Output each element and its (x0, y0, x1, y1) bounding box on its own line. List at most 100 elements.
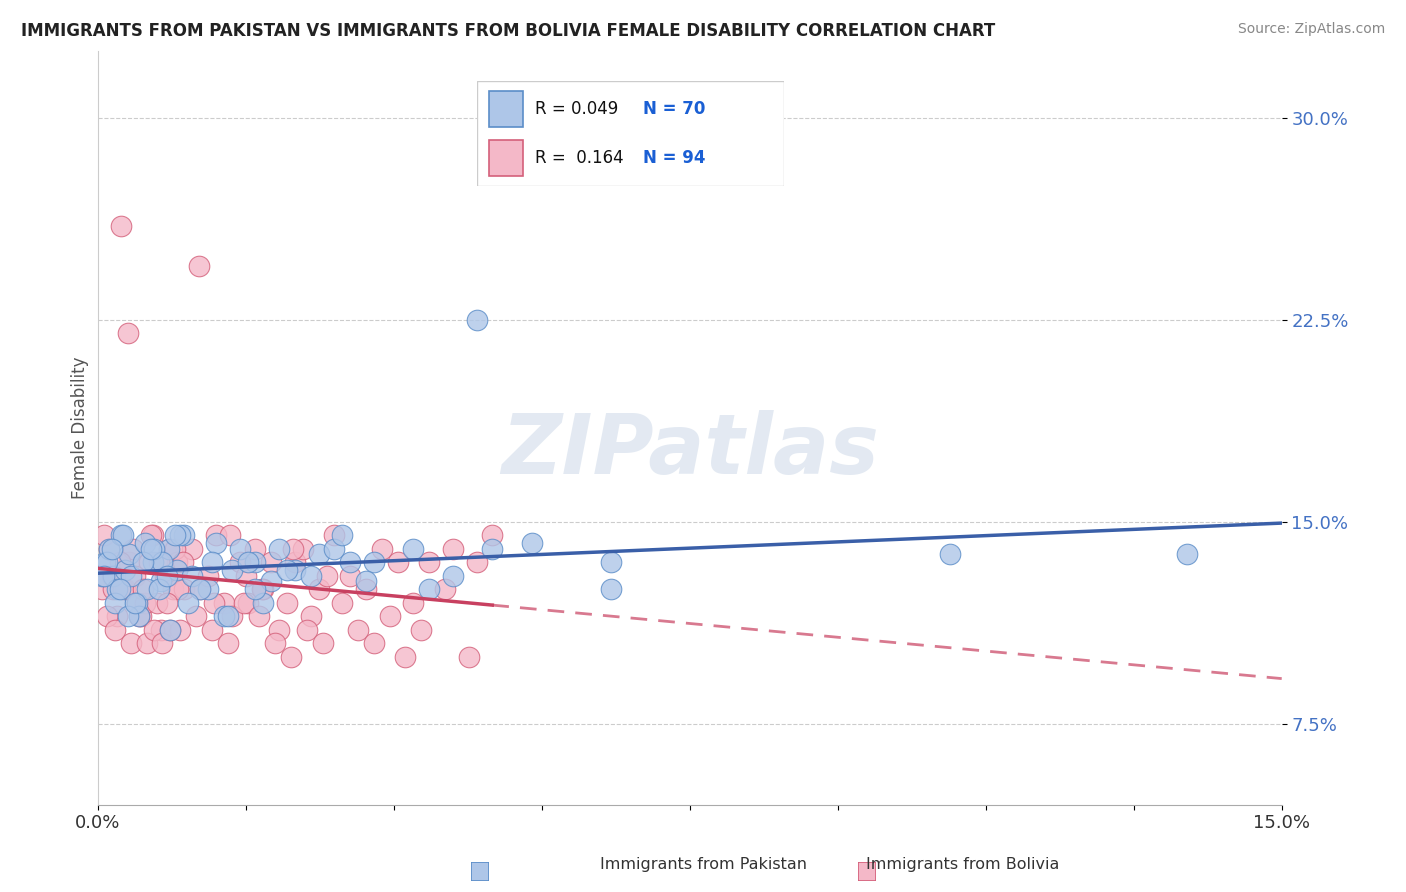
Point (260, 574, 283, 589)
Point (128, 609, 150, 624)
Point (330, 528, 353, 542)
Point (481, 528, 503, 542)
Point (232, 596, 254, 610)
Point (124, 568, 146, 582)
Point (339, 568, 361, 582)
Point (252, 582, 274, 597)
Point (339, 555, 361, 569)
Point (153, 568, 176, 582)
Point (402, 541, 425, 556)
Point (159, 623, 181, 637)
Point (96, 609, 118, 624)
Point (98, 541, 121, 556)
Point (94, 568, 117, 582)
Point (93, 528, 115, 542)
Point (132, 555, 155, 569)
Point (101, 541, 124, 556)
Text: ZIPatlas: ZIPatlas (501, 409, 879, 491)
Point (103, 568, 125, 582)
Point (162, 582, 184, 597)
Point (166, 563, 188, 577)
Point (249, 609, 271, 624)
Point (96, 555, 118, 569)
Point (117, 326, 139, 341)
Point (110, 219, 132, 233)
Point (212, 596, 235, 610)
Point (118, 547, 141, 561)
Point (128, 609, 150, 624)
Point (354, 582, 377, 597)
Point (236, 555, 259, 569)
Point (120, 636, 142, 650)
Point (135, 582, 157, 597)
Point (122, 541, 145, 556)
Point (93, 568, 115, 582)
Point (90, 568, 112, 582)
Point (269, 623, 291, 637)
Point (299, 568, 322, 582)
Point (221, 609, 243, 624)
Text: Immigrants from Pakistan: Immigrants from Pakistan (599, 857, 807, 872)
Point (315, 568, 337, 582)
Point (363, 555, 385, 569)
Point (205, 528, 228, 542)
FancyBboxPatch shape (471, 862, 489, 881)
Point (142, 528, 165, 542)
Point (169, 623, 191, 637)
Point (245, 541, 267, 556)
Point (150, 555, 173, 569)
Point (114, 563, 136, 577)
Point (217, 609, 239, 624)
Point (163, 528, 186, 542)
Point (101, 568, 124, 582)
Point (177, 596, 200, 610)
Point (330, 596, 353, 610)
Point (323, 528, 346, 542)
Point (217, 636, 239, 650)
Point (201, 623, 224, 637)
Point (156, 596, 179, 610)
Point (111, 528, 134, 542)
Point (269, 541, 291, 556)
Point (141, 541, 163, 556)
Point (150, 636, 173, 650)
Point (295, 623, 318, 637)
Point (118, 555, 141, 569)
Point (173, 582, 195, 597)
Point (457, 649, 479, 664)
Point (418, 555, 440, 569)
Point (197, 568, 219, 582)
Point (284, 555, 307, 569)
Point (284, 563, 307, 577)
Point (125, 596, 148, 610)
Point (157, 541, 180, 556)
Point (599, 555, 621, 569)
Point (167, 582, 190, 597)
Point (250, 582, 273, 597)
Point (98, 541, 121, 556)
Point (280, 649, 302, 664)
Point (104, 623, 127, 637)
Point (276, 596, 298, 610)
Point (143, 623, 166, 637)
Point (148, 555, 170, 569)
Point (219, 528, 242, 542)
Point (188, 582, 211, 597)
Point (94, 555, 117, 569)
Point (156, 568, 179, 582)
Point (120, 568, 142, 582)
Point (141, 528, 163, 542)
Point (181, 568, 204, 582)
Point (465, 555, 488, 569)
Point (212, 609, 235, 624)
Point (221, 563, 243, 577)
Point (146, 596, 169, 610)
Point (135, 636, 157, 650)
Point (363, 636, 385, 650)
Point (371, 541, 394, 556)
Point (187, 259, 209, 273)
Point (252, 596, 274, 610)
Text: Source: ZipAtlas.com: Source: ZipAtlas.com (1237, 22, 1385, 37)
Point (103, 582, 125, 597)
Point (939, 547, 962, 561)
